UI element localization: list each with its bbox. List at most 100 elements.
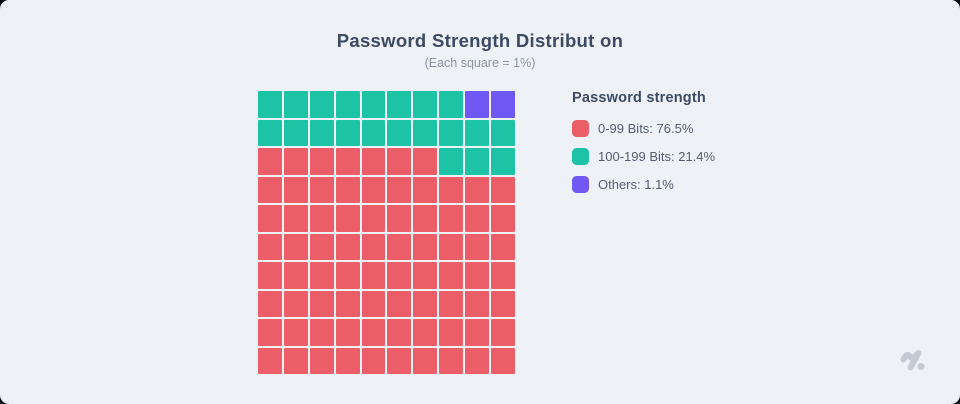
waffle-cell [387, 119, 412, 146]
waffle-cell [335, 176, 360, 203]
legend-item: 0-99 Bits: 76.5% [572, 119, 715, 137]
waffle-cell [465, 262, 490, 289]
waffle-cell [361, 319, 386, 346]
legend-items: 0-99 Bits: 76.5% 100-199 Bits: 21.4% Other… [572, 119, 715, 193]
waffle-cell [283, 148, 308, 175]
waffle-cell [439, 176, 464, 203]
waffle-cell [283, 233, 308, 260]
waffle-cell [309, 91, 334, 118]
waffle-cell [465, 119, 490, 146]
waffle-cell [309, 148, 334, 175]
waffle-cell [283, 319, 308, 346]
waffle-cell [491, 91, 515, 118]
waffle-cell [491, 205, 515, 232]
waffle-cell [283, 119, 308, 146]
waffle-cell [387, 176, 412, 203]
waffle-cell [361, 91, 386, 118]
waffle-cell [465, 319, 490, 346]
waffle-cell [258, 91, 282, 118]
waffle-cell [387, 91, 412, 118]
waffle-cell [491, 319, 515, 346]
brand-logo-icon[interactable] [899, 345, 929, 375]
waffle-cell [309, 205, 334, 232]
waffle-cell [491, 233, 515, 260]
legend-item-label: Others: 1.1% [598, 176, 674, 192]
waffle-cell [335, 119, 360, 146]
waffle-cell [413, 119, 438, 146]
waffle-cell [439, 262, 464, 289]
waffle-cell [439, 205, 464, 232]
legend-item-label: 100-199 Bits: 21.4% [598, 148, 716, 164]
waffle-cell [258, 148, 282, 175]
waffle-cell [335, 233, 360, 260]
waffle-cell [258, 119, 282, 146]
waffle-cell [283, 347, 308, 374]
waffle-cell [335, 205, 360, 232]
waffle-cell [258, 262, 282, 289]
waffle-cell [258, 319, 282, 346]
waffle-cell [387, 290, 412, 317]
waffle-cell [439, 91, 464, 118]
chart-subtitle: (Each square = 1%) [424, 56, 536, 70]
waffle-cell [361, 347, 386, 374]
legend: Password strength 0-99 Bits: 76.5% 100-19… [572, 90, 715, 203]
waffle-cell [387, 319, 412, 346]
waffle-cell [491, 290, 515, 317]
waffle-cell [258, 347, 282, 374]
waffle-cell [258, 176, 282, 203]
waffle-cell [361, 205, 386, 232]
legend-item: 100-199 Bits: 21.4% [572, 147, 715, 165]
legend-swatch-icon [572, 119, 589, 137]
waffle-cell [465, 176, 490, 203]
waffle-cell [465, 91, 490, 118]
waffle-cell [413, 148, 438, 175]
waffle-cell [387, 205, 412, 232]
waffle-cell [439, 148, 464, 175]
waffle-cell [439, 119, 464, 146]
waffle-cell [413, 91, 438, 118]
waffle-cell [258, 233, 282, 260]
waffle-cell [283, 205, 308, 232]
waffle-cell [387, 262, 412, 289]
waffle-cell [335, 319, 360, 346]
waffle-cell [491, 119, 515, 146]
waffle-cell [309, 233, 334, 260]
waffle-cell [335, 262, 360, 289]
waffle-cell [439, 290, 464, 317]
waffle-cell [309, 347, 334, 374]
waffle-cell [491, 262, 515, 289]
waffle-cell [387, 233, 412, 260]
legend-item-label: 0-99 Bits: 76.5% [598, 120, 694, 136]
waffle-cell [465, 148, 490, 175]
waffle-cell [413, 262, 438, 289]
waffle-cell [283, 290, 308, 317]
waffle-cell [283, 176, 308, 203]
waffle-cell [439, 319, 464, 346]
waffle-cell [258, 205, 282, 232]
waffle-cell [413, 290, 438, 317]
legend-item: Others: 1.1% [572, 175, 715, 193]
waffle-cell [413, 347, 438, 374]
waffle-cell [413, 233, 438, 260]
waffle-cell [491, 347, 515, 374]
waffle-cell [439, 347, 464, 374]
waffle-cell [258, 290, 282, 317]
waffle-cell [361, 176, 386, 203]
waffle-cell [309, 319, 334, 346]
waffle-cell [413, 205, 438, 232]
waffle-cell [283, 262, 308, 289]
waffle-cell [413, 319, 438, 346]
waffle-cell [361, 148, 386, 175]
waffle-cell [309, 262, 334, 289]
waffle-cell [309, 119, 334, 146]
waffle-cell [491, 176, 515, 203]
waffle-cell [465, 290, 490, 317]
waffle-cell [335, 347, 360, 374]
chart-title: Password Strength Distribut on [336, 30, 624, 51]
waffle-chart [258, 91, 515, 374]
waffle-cell [309, 290, 334, 317]
legend-swatch-icon [572, 147, 589, 165]
waffle-cell [387, 148, 412, 175]
waffle-cell [335, 290, 360, 317]
